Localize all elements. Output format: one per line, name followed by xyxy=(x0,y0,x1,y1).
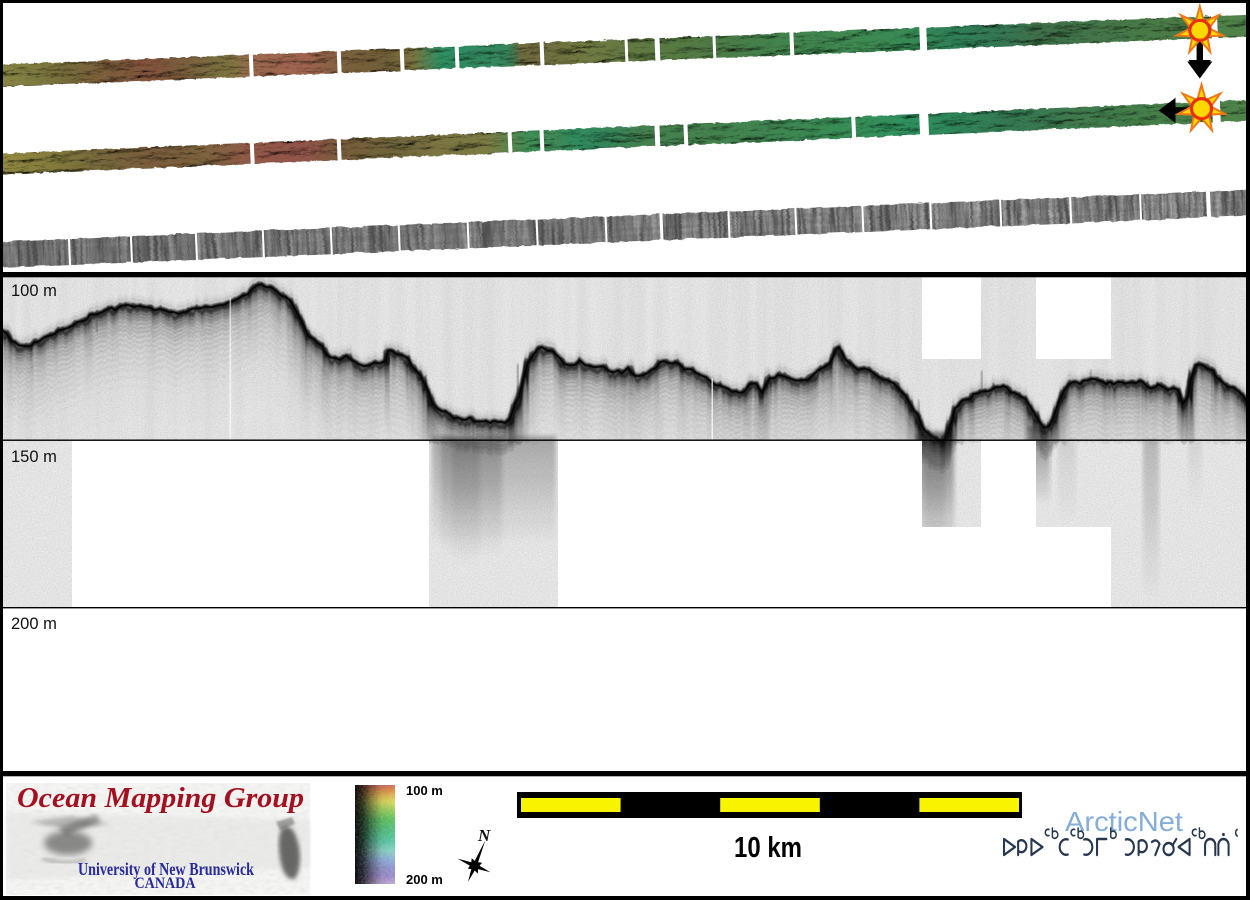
svg-text:ArcticNet: ArcticNet xyxy=(1065,806,1183,837)
svg-text:100 m: 100 m xyxy=(406,783,443,798)
svg-text:Ocean Mapping Group: Ocean Mapping Group xyxy=(17,782,304,814)
svg-text:150 m: 150 m xyxy=(11,448,57,466)
svg-text:University of New Brunswick: University of New Brunswick xyxy=(78,859,254,879)
svg-text:CANADA: CANADA xyxy=(135,875,197,892)
svg-text:200 m: 200 m xyxy=(406,872,443,887)
svg-text:200 m: 200 m xyxy=(11,615,57,633)
svg-text:N: N xyxy=(477,826,491,845)
svg-text:100 m: 100 m xyxy=(11,282,57,300)
svg-text:10 km: 10 km xyxy=(734,832,802,864)
